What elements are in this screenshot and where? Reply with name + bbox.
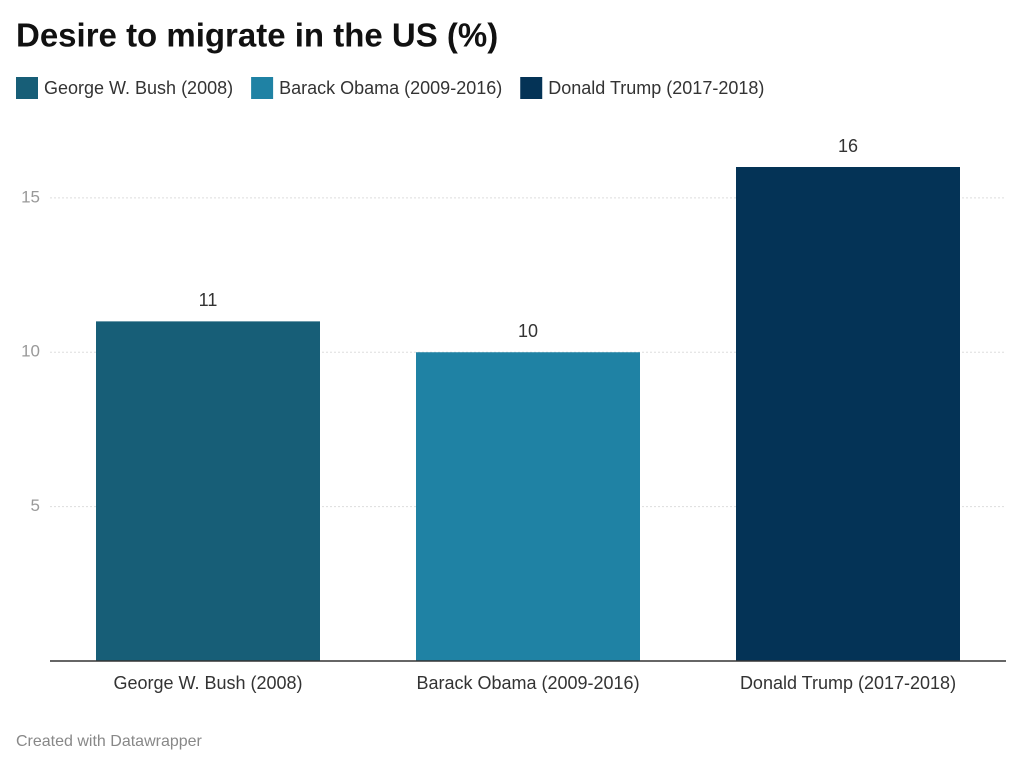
bar — [416, 352, 640, 661]
legend-label: Donald Trump (2017-2018) — [548, 78, 764, 98]
bar — [96, 321, 320, 661]
value-label: 10 — [518, 321, 538, 341]
legend-label: Barack Obama (2009-2016) — [279, 78, 502, 98]
value-label: 11 — [199, 290, 218, 310]
legend-swatch — [520, 77, 543, 99]
legend-label: George W. Bush (2008) — [44, 78, 233, 98]
chart-title: Desire to migrate in the US (%) — [16, 17, 498, 54]
legend: George W. Bush (2008) Barack Obama (2009-… — [16, 77, 764, 99]
x-tick-label: Barack Obama (2009-2016) — [416, 673, 639, 693]
legend-swatch — [251, 77, 274, 99]
value-label: 16 — [838, 136, 858, 156]
bar — [736, 167, 960, 661]
legend-swatch — [16, 77, 38, 99]
y-tick-label: 5 — [31, 496, 40, 515]
y-tick-label: 10 — [21, 342, 40, 361]
footer: Created with Datawrapper — [16, 733, 203, 750]
x-tick-label: George W. Bush (2008) — [113, 673, 302, 693]
y-tick-label: 15 — [21, 187, 40, 206]
x-tick-label: Donald Trump (2017-2018) — [740, 673, 956, 693]
